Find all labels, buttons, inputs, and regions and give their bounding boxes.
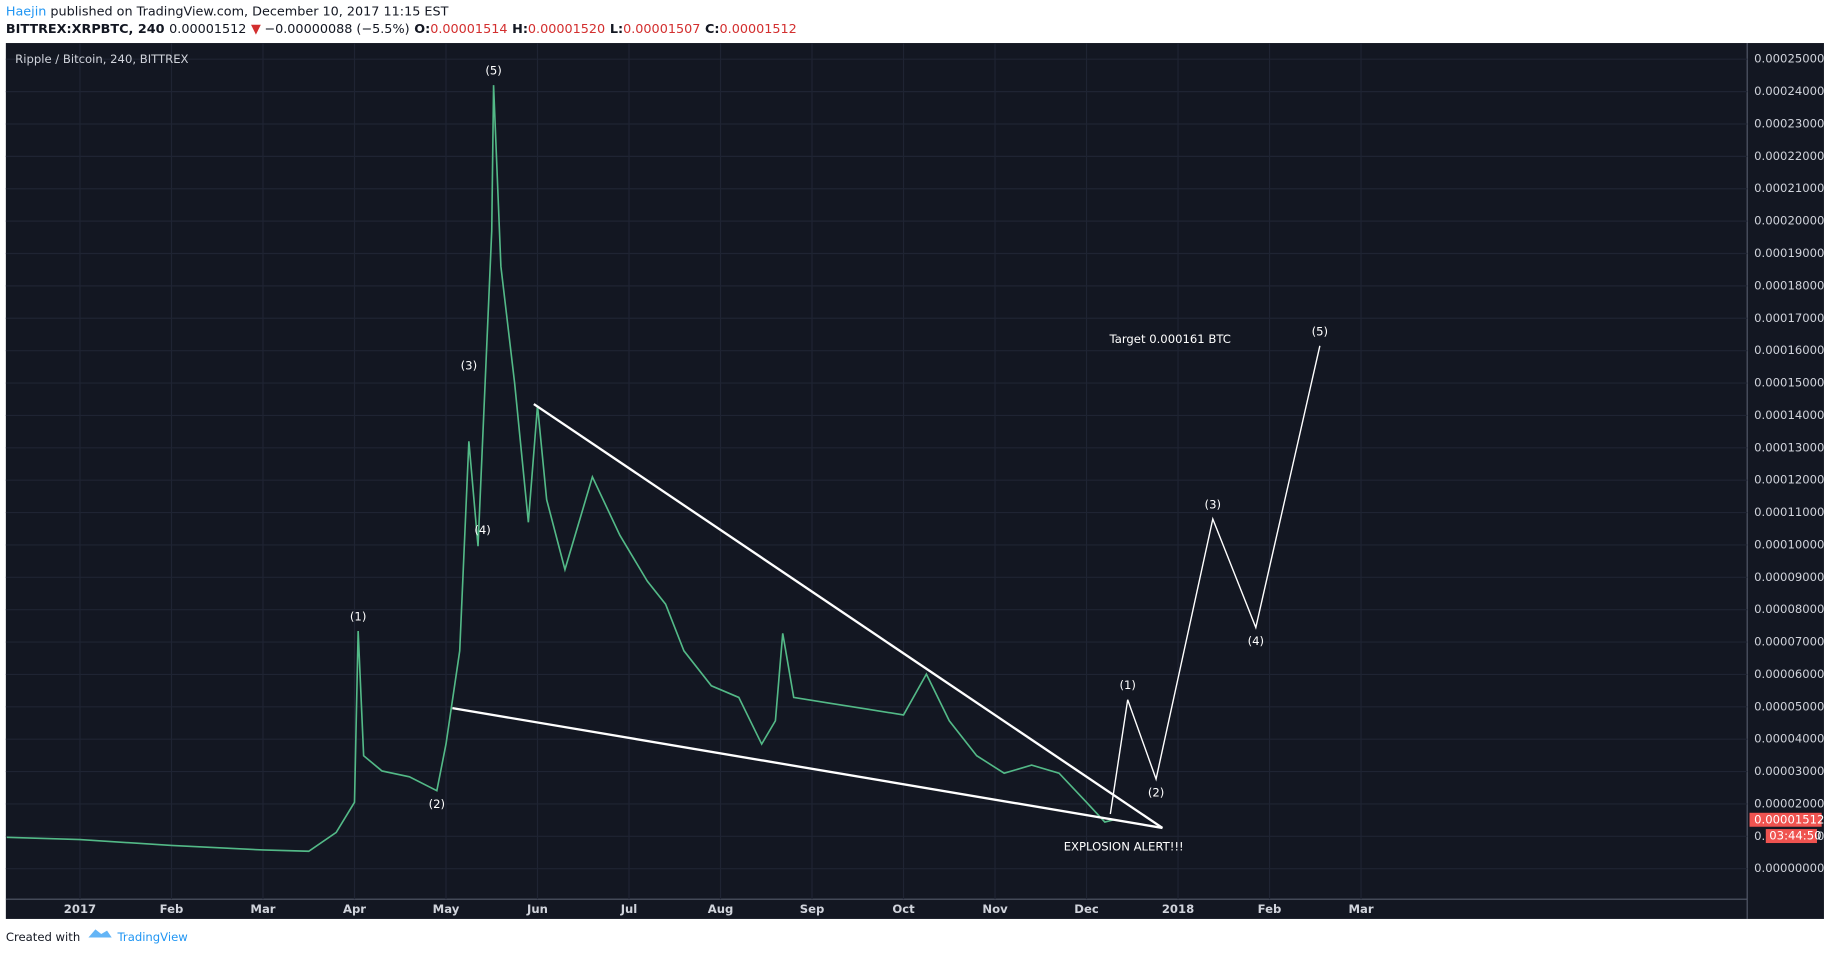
y-tick-label: 0.00010000 — [1754, 537, 1824, 551]
wave-label: (3) — [1205, 498, 1221, 512]
countdown-label: 03:44:50 — [1769, 829, 1821, 843]
y-tick-label: 0.00022000 — [1754, 149, 1824, 163]
h: 0.00001520 — [528, 22, 605, 37]
y-tick-label: 0.00011000 — [1754, 505, 1824, 519]
y-tick-label: 0.00012000 — [1754, 473, 1824, 487]
x-tick-label: Sep — [800, 902, 825, 916]
x-tick-label: Jul — [620, 902, 638, 916]
y-tick-label: 0.00008000 — [1754, 602, 1824, 616]
plot: (1) (2) (3) (4) (5) (1) (2) (3) (4) (5) — [6, 64, 1328, 853]
o-label: O: — [414, 22, 430, 37]
author[interactable]: Haejin — [6, 4, 47, 19]
wave-label: (5) — [1312, 324, 1328, 338]
trendline — [533, 403, 1164, 829]
wave-label: (3) — [461, 358, 477, 372]
last: 0.00001512 — [169, 22, 246, 37]
y-tick-label: 0.00006000 — [1754, 667, 1824, 681]
c-label: C: — [705, 22, 720, 37]
x-tick-label: Aug — [708, 902, 734, 916]
x-tick-label: Jun — [526, 902, 548, 916]
y-tick-label: 0.00000000 — [1754, 861, 1824, 875]
header-line: Haejin published on TradingView.com, Dec… — [6, 4, 449, 19]
x-tick-label: Mar — [1348, 902, 1373, 916]
l-label: L: — [610, 22, 623, 37]
arrow: ▼ — [251, 22, 261, 37]
wave-label: (1) — [350, 610, 366, 624]
y-tick-label: 0.00003000 — [1754, 764, 1824, 778]
symbol: BITTREX:XRPBTC, 240 — [6, 22, 165, 37]
last-price-label: 0.00001512 — [1754, 812, 1824, 826]
y-tick-label: 0.00023000 — [1754, 116, 1824, 130]
x-tick-label: Feb — [1258, 902, 1282, 916]
y-tick-label: 0.00016000 — [1754, 343, 1824, 357]
y-tick-label: 0.00018000 — [1754, 278, 1824, 292]
wave-label: (2) — [1148, 785, 1164, 799]
y-tick-label: 0.00019000 — [1754, 246, 1824, 260]
y-tick-label: 0.00021000 — [1754, 181, 1824, 195]
published: published on TradingView.com, December 1… — [46, 4, 448, 19]
wave-label: (2) — [429, 797, 445, 811]
y-tick-label: 0.00017000 — [1754, 311, 1824, 325]
price-line — [6, 85, 1115, 853]
chart-pane — [5, 43, 1824, 919]
tv-logo — [88, 929, 112, 938]
y-tick-label: 0.00014000 — [1754, 408, 1824, 422]
y-tick-label: 0.00009000 — [1754, 570, 1824, 584]
x-tick-label: Dec — [1074, 902, 1099, 916]
wave-label: (4) — [474, 523, 490, 537]
countdown-box — [1765, 829, 1817, 844]
target-annotation: Target 0.000161 BTC — [1109, 332, 1231, 346]
x-tick-label: 2018 — [1162, 902, 1194, 916]
y-tick-label: 0.00002000 — [1754, 796, 1824, 810]
x-tick-label: Apr — [343, 902, 366, 916]
x-tick-label: Oct — [892, 902, 915, 916]
symbol-line: BITTREX:XRPBTC, 240 0.00001512 ▼ −0.0000008… — [6, 22, 797, 37]
wave-label: (4) — [1248, 634, 1264, 648]
x-tick-label: Feb — [160, 902, 184, 916]
o: 0.00001514 — [430, 22, 507, 37]
x-tick-label: Nov — [982, 902, 1008, 916]
projection — [1109, 345, 1321, 815]
grid — [5, 43, 1748, 900]
x-tick-label: 2017 — [64, 902, 96, 916]
y-tick-label: 0.00005000 — [1754, 699, 1824, 713]
legend-title: Ripple / Bitcoin, 240, BITTREX — [15, 52, 188, 66]
x-tick-label: May — [433, 902, 460, 916]
trendline — [452, 706, 1163, 830]
alert-annotation: EXPLOSION ALERT!!! — [1064, 839, 1184, 853]
wave-label: (5) — [485, 64, 501, 78]
y-tick-label: 0.00004000 — [1754, 732, 1824, 746]
wave-label: (1) — [1119, 678, 1135, 692]
last-price-box — [1749, 812, 1822, 827]
tradingview-link[interactable]: TradingView — [117, 930, 189, 944]
y-tick-label: 0.00015000 — [1754, 376, 1824, 390]
y-tick-label: 0.00013000 — [1754, 440, 1824, 454]
y-tick-label: 0.00007000 — [1754, 635, 1824, 649]
x-tick-label: Mar — [250, 902, 275, 916]
c: 0.00001512 — [720, 22, 797, 37]
y-tick-label: 0.00024000 — [1754, 84, 1824, 98]
h-label: H: — [512, 22, 528, 37]
y-tick-label: 0.00020000 — [1754, 214, 1824, 228]
change: −0.00000088 (−5.5%) — [264, 22, 409, 37]
y-tick-label: 0.00025000 — [1754, 52, 1824, 66]
l: 0.00001507 — [623, 22, 700, 37]
created-with: Created with — [6, 930, 80, 944]
